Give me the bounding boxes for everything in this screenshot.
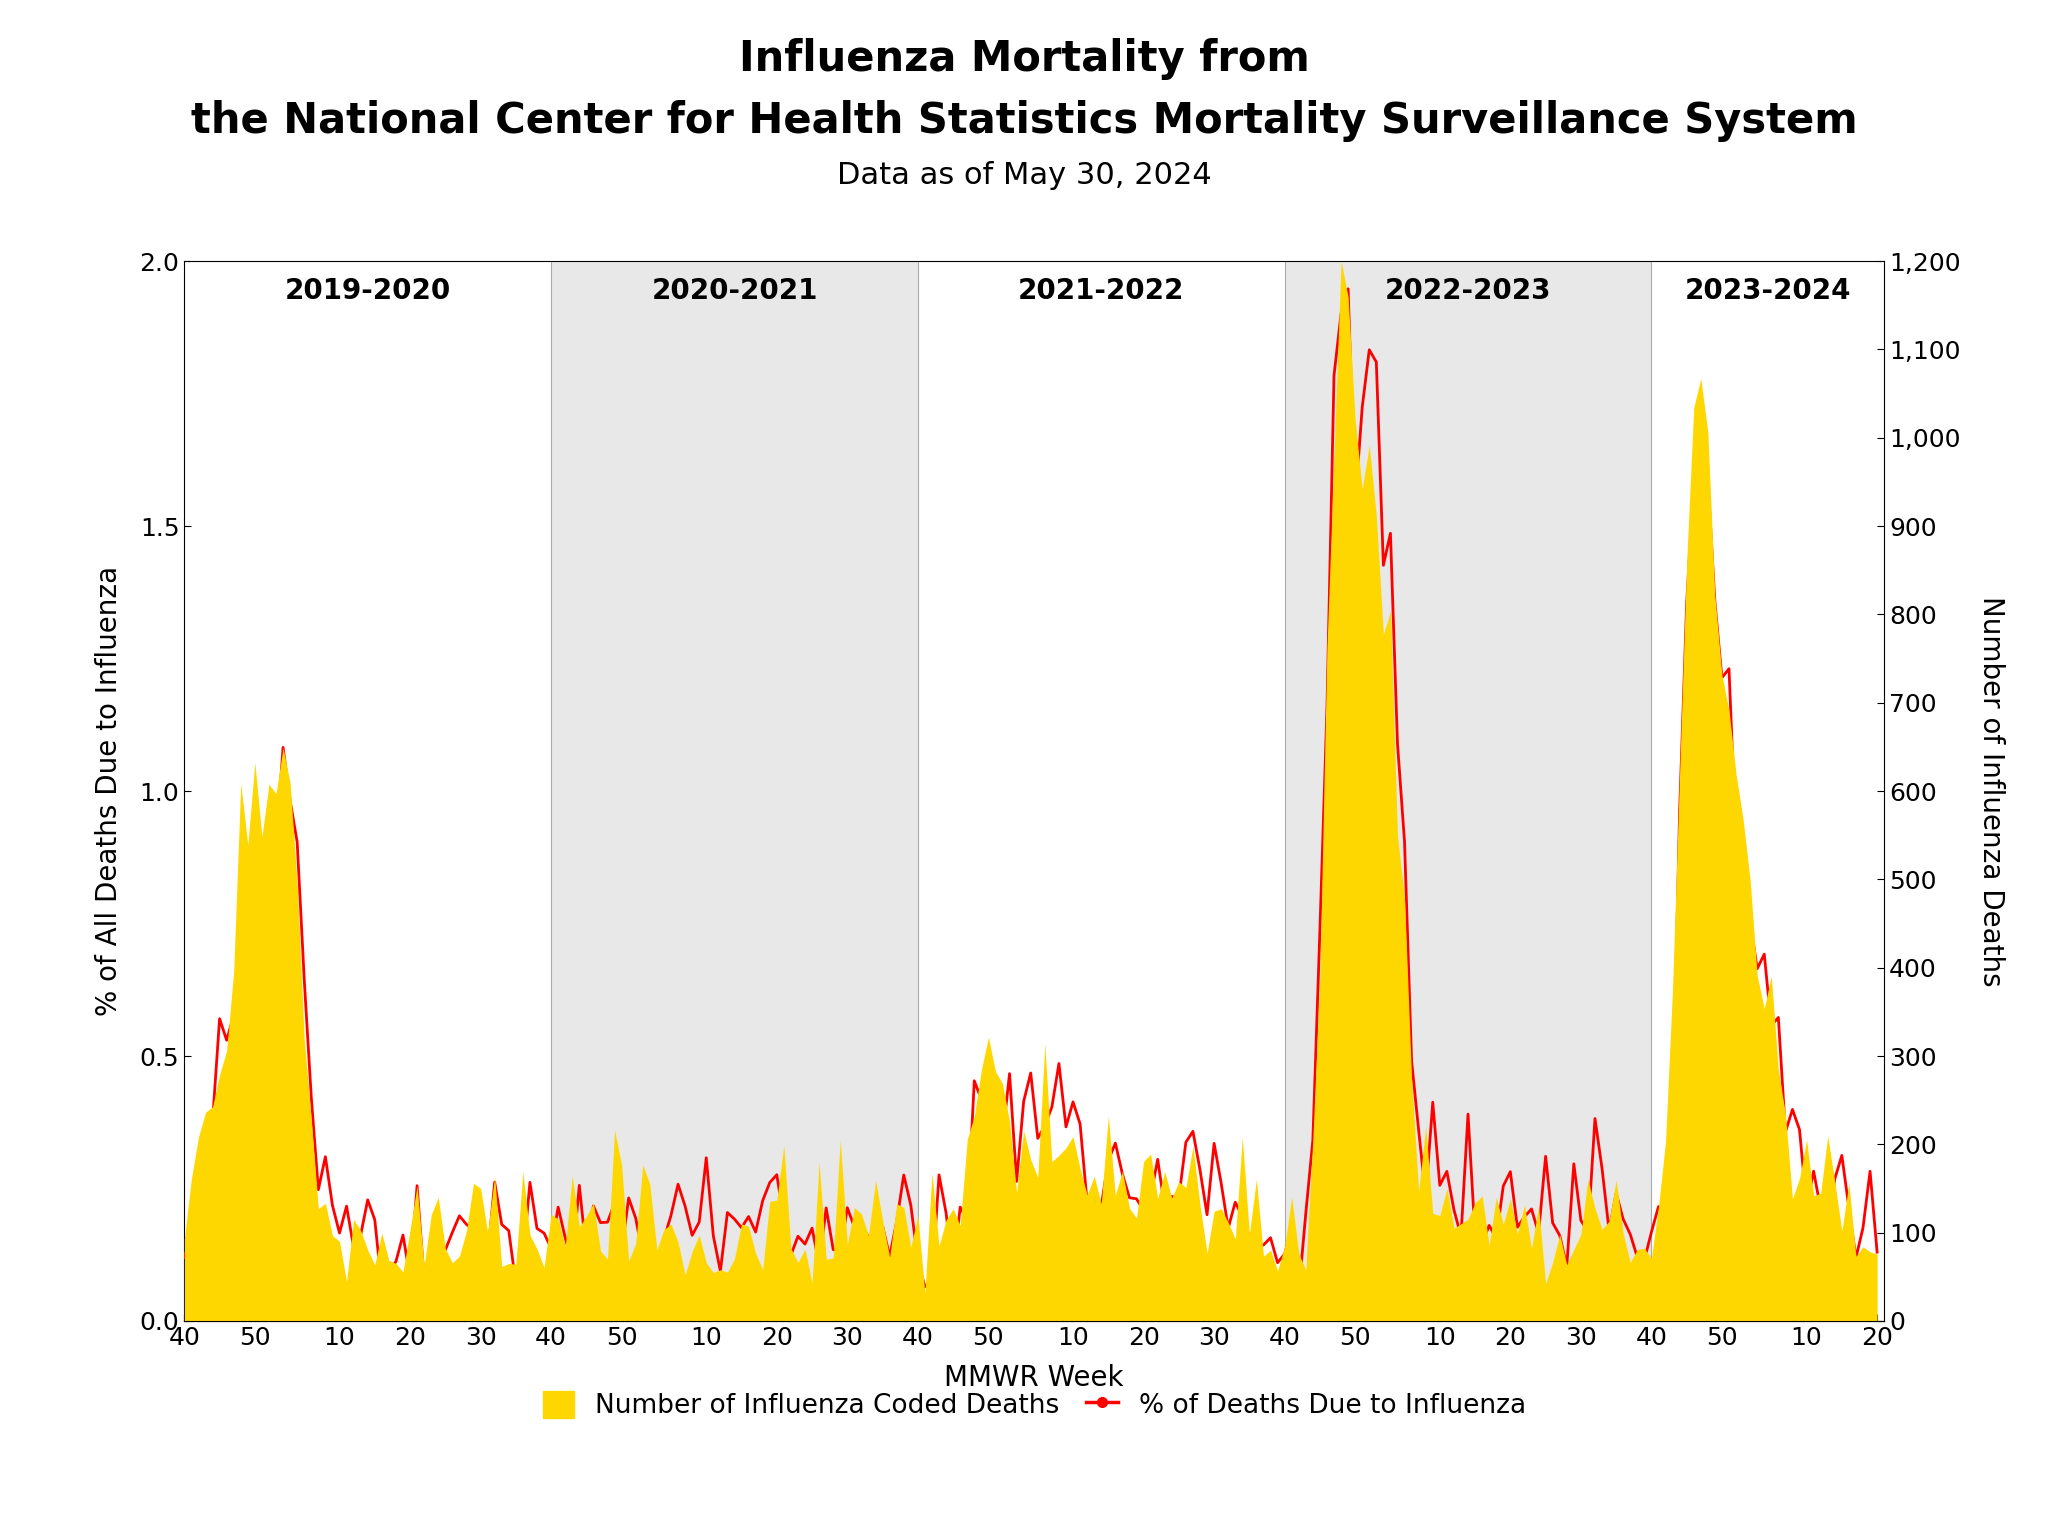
X-axis label: MMWR Week: MMWR Week [944, 1364, 1124, 1392]
Text: 2020-2021: 2020-2021 [651, 276, 817, 306]
Text: 2019-2020: 2019-2020 [285, 276, 451, 306]
Legend: Number of Influenza Coded Deaths, % of Deaths Due to Influenza: Number of Influenza Coded Deaths, % of D… [532, 1381, 1536, 1430]
Text: Data as of May 30, 2024: Data as of May 30, 2024 [838, 161, 1210, 190]
Text: 2023-2024: 2023-2024 [1686, 276, 1851, 306]
Y-axis label: Number of Influenza Deaths: Number of Influenza Deaths [1976, 596, 2005, 986]
Bar [551, 261, 918, 1321]
Y-axis label: % of All Deaths Due to Influenza: % of All Deaths Due to Influenza [94, 565, 123, 1017]
Text: 2021-2022: 2021-2022 [1018, 276, 1184, 306]
Text: the National Center for Health Statistics Mortality Surveillance System: the National Center for Health Statistic… [190, 100, 1858, 141]
Bar [1284, 261, 1651, 1321]
Text: Influenza Mortality from: Influenza Mortality from [739, 38, 1309, 80]
Text: 2022-2023: 2022-2023 [1384, 276, 1550, 306]
